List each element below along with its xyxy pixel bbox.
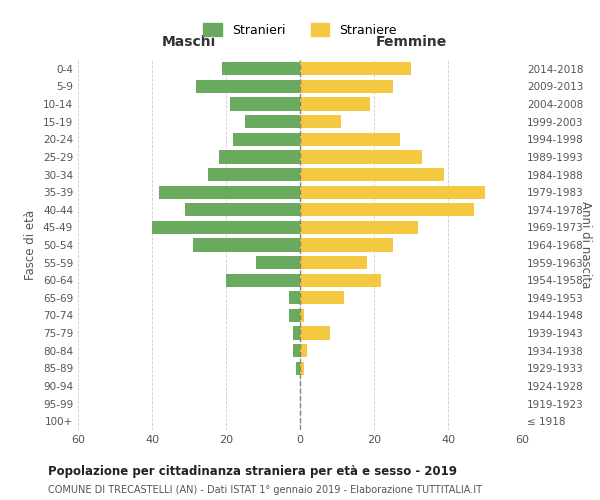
- Bar: [300, 186, 485, 198]
- Legend: Stranieri, Straniere: Stranieri, Straniere: [198, 18, 402, 42]
- Bar: [226, 274, 300, 287]
- Text: Maschi: Maschi: [162, 36, 216, 50]
- Bar: [300, 115, 341, 128]
- Bar: [256, 256, 300, 269]
- Bar: [233, 132, 300, 146]
- Bar: [289, 309, 300, 322]
- Bar: [223, 62, 300, 76]
- Bar: [300, 362, 304, 375]
- Bar: [300, 238, 392, 252]
- Text: Femmine: Femmine: [376, 36, 446, 50]
- Bar: [208, 168, 300, 181]
- Bar: [300, 274, 382, 287]
- Bar: [230, 98, 300, 110]
- Bar: [300, 221, 418, 234]
- Bar: [300, 291, 344, 304]
- Bar: [193, 238, 300, 252]
- Bar: [300, 150, 422, 164]
- Bar: [152, 221, 300, 234]
- Y-axis label: Anni di nascita: Anni di nascita: [579, 202, 592, 288]
- Bar: [196, 80, 300, 93]
- Bar: [300, 132, 400, 146]
- Bar: [300, 326, 329, 340]
- Bar: [289, 291, 300, 304]
- Bar: [300, 62, 411, 76]
- Bar: [245, 115, 300, 128]
- Bar: [300, 256, 367, 269]
- Bar: [300, 80, 392, 93]
- Bar: [160, 186, 300, 198]
- Bar: [300, 344, 307, 358]
- Bar: [296, 362, 300, 375]
- Bar: [293, 326, 300, 340]
- Bar: [218, 150, 300, 164]
- Text: COMUNE DI TRECASTELLI (AN) - Dati ISTAT 1° gennaio 2019 - Elaborazione TUTTITALI: COMUNE DI TRECASTELLI (AN) - Dati ISTAT …: [48, 485, 482, 495]
- Bar: [293, 344, 300, 358]
- Bar: [300, 168, 444, 181]
- Y-axis label: Fasce di età: Fasce di età: [25, 210, 37, 280]
- Bar: [300, 309, 304, 322]
- Bar: [300, 203, 474, 216]
- Text: Popolazione per cittadinanza straniera per età e sesso - 2019: Popolazione per cittadinanza straniera p…: [48, 465, 457, 478]
- Bar: [185, 203, 300, 216]
- Bar: [300, 98, 370, 110]
